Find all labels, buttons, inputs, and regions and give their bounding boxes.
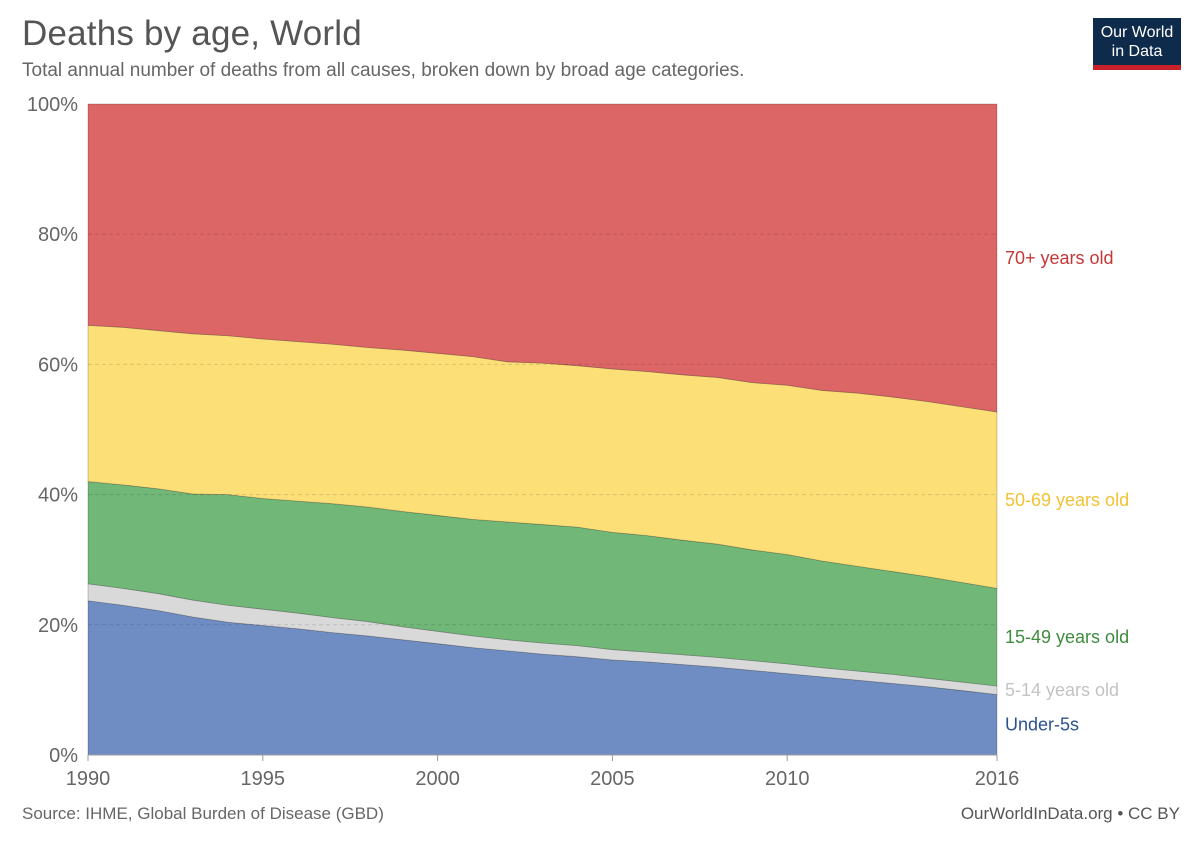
- y-tick-label: 100%: [27, 94, 78, 116]
- y-tick-label: 80%: [38, 224, 78, 246]
- y-tick-label: 0%: [49, 745, 78, 767]
- x-tick-label: 2016: [975, 768, 1020, 790]
- series-label-age15_49: 15-49 years old: [1005, 627, 1129, 647]
- x-tick-label: 2010: [765, 768, 810, 790]
- area-layers: [87, 103, 998, 756]
- credit-link[interactable]: OurWorldInData.org • CC BY: [960, 804, 1180, 823]
- logo-line-2: in Data: [1111, 43, 1163, 60]
- series-label-under5: Under-5s: [1005, 715, 1079, 735]
- x-tick-label: 1990: [66, 768, 111, 790]
- logo-line-1: Our World: [1100, 24, 1174, 41]
- x-tick-label: 1995: [241, 768, 286, 790]
- gridlines: [88, 233, 997, 626]
- series-labels: Under-5s 5-14 years old 15-49 years old 50-…: [1005, 248, 1129, 735]
- owid-logo[interactable]: Our World in Data: [1093, 18, 1181, 70]
- area-age70plus[interactable]: [87, 103, 998, 413]
- logo-accent-bar: [1093, 65, 1181, 70]
- x-tick-label: 2005: [590, 768, 635, 790]
- chart-title: Deaths by age, World: [22, 14, 362, 53]
- x-tick-label: 2000: [415, 768, 460, 790]
- series-label-age50_69: 50-69 years old: [1005, 490, 1129, 510]
- series-label-age5_14: 5-14 years old: [1005, 680, 1119, 700]
- y-tick-label: 40%: [38, 485, 78, 507]
- y-tick-label: 60%: [38, 354, 78, 376]
- source-note: Source: IHME, Global Burden of Disease (…: [22, 804, 384, 823]
- x-axis-ticks: 1990 1995 2000 2005 2010 2016: [66, 754, 1020, 790]
- y-tick-label: 20%: [38, 615, 78, 637]
- series-label-age70plus: 70+ years old: [1005, 248, 1114, 268]
- chart-subtitle: Total annual number of deaths from all c…: [22, 60, 745, 81]
- y-axis-ticks: 0% 20% 40% 60% 80% 100%: [27, 94, 78, 767]
